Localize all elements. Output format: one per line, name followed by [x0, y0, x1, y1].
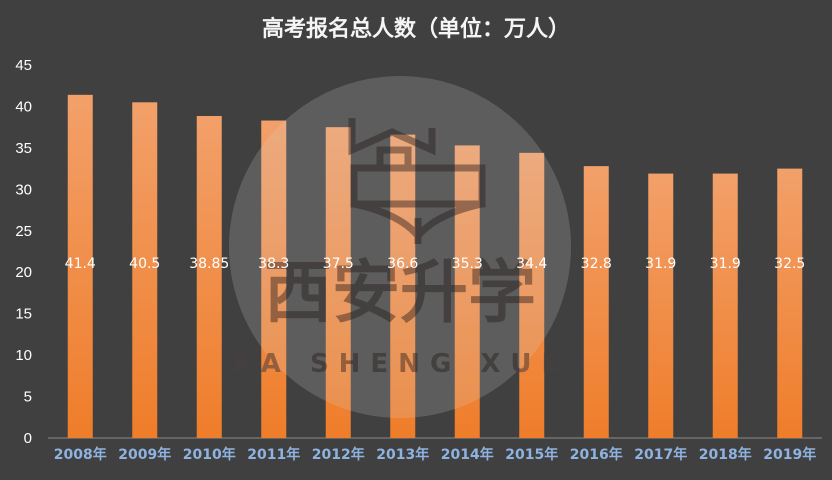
- watermark-text-en: XA SHENG XUE: [231, 349, 570, 379]
- data-label: 36.6: [387, 256, 418, 272]
- x-tick-label: 2011年: [247, 446, 300, 463]
- y-tick-label: 20: [15, 264, 32, 281]
- bar-2016年: [583, 166, 609, 438]
- x-tick-label: 2015年: [505, 446, 558, 463]
- bar-2015年: [519, 152, 545, 438]
- bar-2009年: [132, 102, 158, 439]
- y-tick-label: 35: [15, 140, 32, 157]
- watermark-circle: [229, 76, 571, 418]
- data-label: 40.5: [129, 256, 160, 272]
- x-tick-label: 2010年: [183, 446, 236, 463]
- data-label: 31.9: [645, 256, 676, 272]
- bars-group: [67, 94, 803, 439]
- x-tick-label: 2016年: [570, 446, 623, 463]
- x-tick-label: 2009年: [118, 446, 171, 463]
- chart-title: 高考报名总人数（单位：万人）: [262, 16, 570, 42]
- x-tick-label: 2012年: [312, 446, 365, 463]
- x-axis-labels: 2008年 2009年 2010年 2011年 2012年 2013年 2014年 2015年…: [54, 446, 816, 463]
- y-tick-label: 10: [15, 347, 32, 364]
- x-tick-label: 2018年: [699, 446, 752, 463]
- data-label: 37.5: [323, 256, 354, 272]
- data-label: 32.8: [581, 256, 612, 272]
- watermark: 西安升学 XA SHENG XUE: [229, 76, 571, 418]
- bar-2013年: [390, 134, 416, 439]
- y-tick-label: 30: [15, 181, 32, 198]
- x-tick-label: 2019年: [763, 446, 816, 463]
- y-tick-label: 25: [15, 223, 32, 240]
- x-tick-label: 2008年: [54, 446, 107, 463]
- data-label: 31.9: [710, 256, 741, 272]
- bar-2017年: [648, 173, 674, 438]
- y-tick-label: 5: [24, 389, 32, 406]
- data-label: 38.3: [258, 256, 289, 272]
- y-tick-label: 0: [24, 430, 32, 447]
- data-label: 41.4: [65, 256, 96, 272]
- data-labels: 41.4 40.5 38.85 38.3 37.5 36.6 35.3 34.4 32.8 31.…: [65, 256, 806, 272]
- data-label: 34.4: [516, 256, 547, 272]
- bar-2019年: [777, 168, 803, 438]
- y-tick-label: 40: [15, 98, 32, 115]
- bar-2012年: [325, 127, 351, 439]
- school-book-icon: [348, 118, 486, 244]
- watermark-text-cn: 西安升学: [264, 254, 536, 333]
- bar-2018年: [712, 173, 738, 438]
- bar-2010年: [196, 115, 222, 438]
- bar-2014年: [454, 145, 480, 438]
- x-tick-label: 2014年: [441, 446, 494, 463]
- y-axis-ticks: 0 5 10 15 20 25 30 35 40 45: [15, 57, 32, 447]
- data-label: 38.85: [189, 256, 229, 272]
- x-tick-label: 2017年: [634, 446, 687, 463]
- y-tick-label: 15: [15, 306, 32, 323]
- y-tick-label: 45: [15, 57, 32, 74]
- bar-2011年: [261, 120, 287, 438]
- bar-2008年: [67, 94, 93, 438]
- x-tick-label: 2013年: [376, 446, 429, 463]
- data-label: 32.5: [774, 256, 805, 272]
- data-label: 35.3: [452, 256, 483, 272]
